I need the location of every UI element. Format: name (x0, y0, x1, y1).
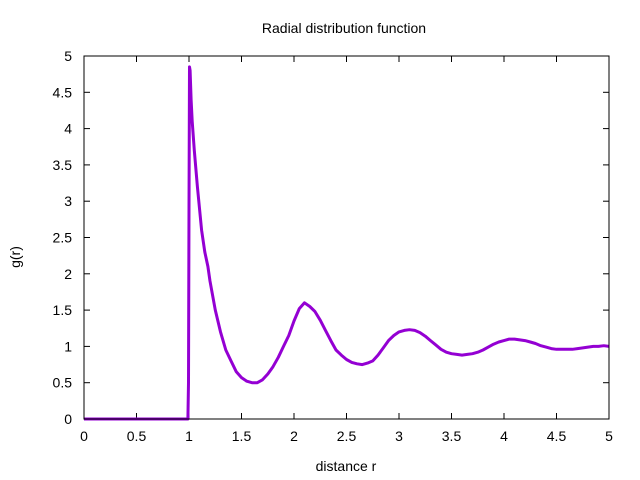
y-tick-label: 5 (64, 48, 72, 64)
axis-ticks: 0 0.5 1 1.5 2 2.5 3 3.5 4 4.5 5 0 0.5 1 1.5 2 2.5 3 3.5 4 4.… (53, 48, 614, 444)
x-tick-label: 4.5 (547, 428, 567, 444)
x-tick-label: 1 (185, 428, 193, 444)
y-tick-label: 4.5 (53, 84, 73, 100)
y-tick-label: 0 (64, 411, 72, 427)
x-tick-label: 2.5 (337, 428, 357, 444)
x-tick-label: 1.5 (232, 428, 252, 444)
x-tick-label: 3 (395, 428, 403, 444)
x-tick-label: 4 (500, 428, 508, 444)
x-tick-label: 2 (290, 428, 298, 444)
y-tick-label: 2 (64, 266, 72, 282)
y-tick-label: 3.5 (53, 157, 73, 173)
x-axis-label: distance r (316, 458, 377, 474)
y-tick-label: 0.5 (53, 375, 73, 391)
x-tick-label: 5 (605, 428, 613, 444)
y-tick-label: 1.5 (53, 302, 73, 318)
plot-frame (83, 55, 610, 420)
y-axis-label: g(r) (7, 246, 23, 268)
y-tick-label: 1 (64, 338, 72, 354)
plot-series (84, 65, 610, 421)
rdf-series-line (84, 65, 610, 421)
y-tick-label: 3 (64, 193, 72, 209)
chart-title: Radial distribution function (262, 20, 426, 36)
x-tick-label: 3.5 (442, 428, 462, 444)
y-tick-label: 4 (64, 121, 72, 137)
y-tick-label: 2.5 (53, 230, 73, 246)
x-tick-label: 0 (80, 428, 88, 444)
x-tick-label: 0.5 (127, 428, 147, 444)
